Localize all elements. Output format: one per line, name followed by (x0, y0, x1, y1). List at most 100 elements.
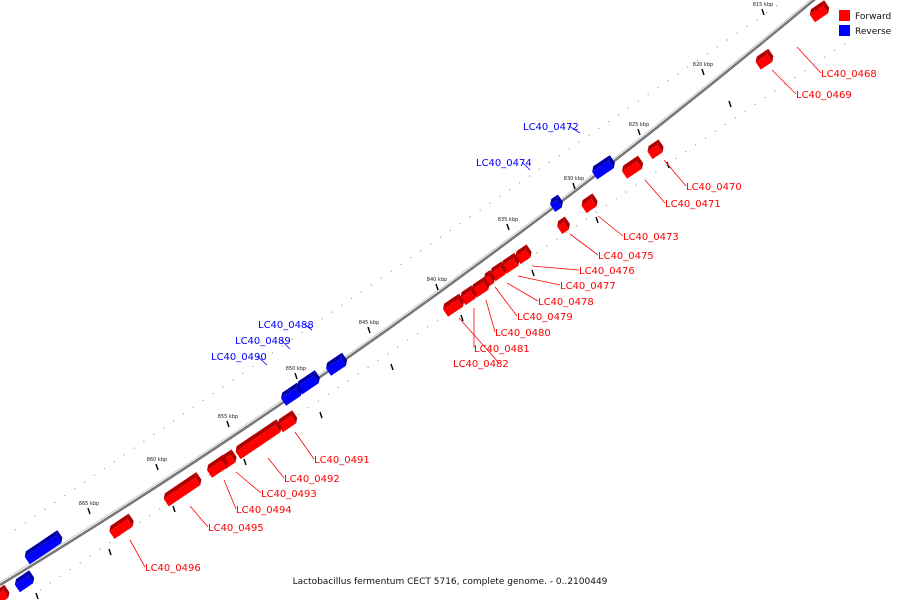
gene-lc40-0472 (592, 155, 615, 180)
inner-tick-mark (243, 458, 247, 466)
tick-mark (155, 463, 159, 471)
tick-label: 865 kbp (79, 501, 99, 507)
gene-lc40-0470 (647, 139, 664, 160)
inner-tick-mark (728, 100, 732, 108)
tick-mark (506, 223, 510, 231)
genome-title: Lactobacillus fermentum CECT 5716, compl… (292, 577, 608, 587)
outer-dot-track (14, 0, 787, 531)
leader-line (597, 215, 624, 237)
legend: Forward Reverse (839, 10, 892, 37)
gene-label: LC40_0495 (208, 523, 264, 534)
leader-line (458, 317, 500, 364)
gene-lc40-0482 (443, 293, 465, 317)
tick-label: 825 kbp (629, 122, 649, 128)
gene-lc40-0475 (557, 216, 570, 234)
inner-dot-track (39, 39, 851, 591)
gene-label: LC40_0479 (517, 312, 573, 323)
gene-unlabeled-reverse (24, 530, 63, 565)
gene-label: LC40_0477 (560, 281, 616, 292)
gene-label: LC40_0488 (258, 320, 314, 331)
gene-lc40-0489 (297, 370, 320, 395)
leader-line (771, 69, 797, 95)
leader-line (256, 355, 268, 366)
gene-label: LC40_0481 (474, 344, 530, 355)
tick-label: 840 kbp (427, 277, 447, 283)
leader-line (129, 539, 146, 568)
leader-line (506, 282, 539, 302)
leader-line (235, 471, 262, 494)
leader-line (531, 265, 580, 271)
tick-label: 860 kbp (147, 457, 167, 463)
inner-tick-mark (35, 592, 39, 600)
gene-lc40-0471 (622, 155, 644, 179)
genome-backbone-highlight (0, 0, 812, 583)
leader-line (644, 179, 666, 204)
tick-mark (572, 182, 576, 190)
tick-mark (367, 326, 371, 334)
gene-label: LC40_0469 (796, 90, 852, 101)
gene-lc40-0491 (277, 410, 298, 433)
gene-lc40-0468 (809, 0, 830, 23)
leader-line (223, 479, 237, 510)
inner-tick-marks (35, 100, 732, 600)
leader-line (189, 505, 209, 528)
legend-reverse-label: Reverse (855, 27, 892, 37)
gene-label: LC40_0473 (623, 232, 679, 243)
tick-mark (87, 507, 91, 515)
legend-forward-swatch (839, 10, 850, 21)
gene-lc40-0474 (550, 194, 563, 212)
gene-lc40-0488 (326, 352, 348, 376)
gene-lc40-0479 (483, 270, 496, 287)
gene-lc40-0469 (755, 48, 774, 70)
gene-unlabeled-forward (0, 584, 10, 600)
gene-lc40-0490 (281, 382, 303, 406)
genome-backbone (0, 0, 816, 587)
leader-line (294, 431, 315, 460)
leader-line (485, 299, 496, 333)
tick-marks: 815 kbp 820 kbp 825 kbp 830 kbp 835 kbp 840 k… (79, 2, 773, 515)
inner-tick-mark (319, 411, 323, 419)
gene-labels: LC40_0468 LC40_0469 LC40_0470 LC40_0471 LC40… (145, 69, 877, 574)
leader-line (569, 233, 599, 256)
gene-label: LC40_0478 (538, 297, 594, 308)
gene-label: LC40_0476 (579, 266, 635, 277)
gene-label: LC40_0475 (598, 251, 654, 262)
gene-unlabeled-reverse (14, 570, 35, 593)
inner-tick-mark (595, 216, 599, 224)
gene-label: LC40_0468 (821, 69, 877, 80)
label-leader-lines (129, 46, 822, 568)
gene-label: LC40_0490 (211, 352, 267, 363)
gene-label: LC40_0471 (665, 199, 721, 210)
gene-lc40-0496 (109, 513, 134, 539)
gene-label: LC40_0496 (145, 563, 201, 574)
gene-label: LC40_0472 (523, 122, 579, 133)
gene-label: LC40_0470 (686, 182, 742, 193)
inner-tick-mark (108, 548, 112, 556)
tick-label: 830 kbp (564, 176, 584, 182)
gene-lc40-0473 (581, 193, 598, 214)
gene-lc40-0481 (460, 285, 477, 306)
leader-line (521, 161, 531, 171)
tick-mark (701, 68, 705, 76)
leader-line (280, 339, 291, 350)
gene-label: LC40_0492 (284, 474, 340, 485)
inner-tick-mark (390, 363, 394, 371)
leader-line (663, 159, 687, 187)
gene-label: LC40_0489 (235, 336, 291, 347)
gene-lc40-0492 (235, 419, 282, 460)
inner-tick-mark (172, 505, 176, 513)
gene-lc40-0495 (163, 472, 202, 507)
tick-label: 855 kbp (218, 414, 238, 420)
leader-line (494, 286, 518, 317)
gene-lc40-0494 (207, 454, 229, 478)
tick-mark (294, 372, 298, 380)
tick-mark (435, 283, 439, 291)
gene-label: LC40_0474 (476, 158, 532, 169)
gene-label: LC40_0493 (261, 489, 317, 500)
tick-label: 845 kbp (359, 320, 379, 326)
leader-line (796, 46, 822, 74)
leader-line (568, 125, 581, 134)
tick-label: 820 kbp (693, 62, 713, 68)
gene-label: LC40_0494 (236, 505, 292, 516)
